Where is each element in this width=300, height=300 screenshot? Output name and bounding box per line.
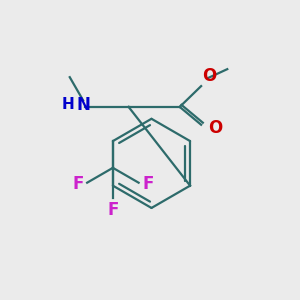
Text: F: F bbox=[72, 175, 84, 193]
Text: O: O bbox=[208, 119, 222, 137]
Text: N: N bbox=[76, 96, 90, 114]
Text: F: F bbox=[107, 201, 118, 219]
Text: O: O bbox=[202, 67, 217, 85]
Text: H: H bbox=[61, 97, 74, 112]
Text: F: F bbox=[142, 175, 154, 193]
